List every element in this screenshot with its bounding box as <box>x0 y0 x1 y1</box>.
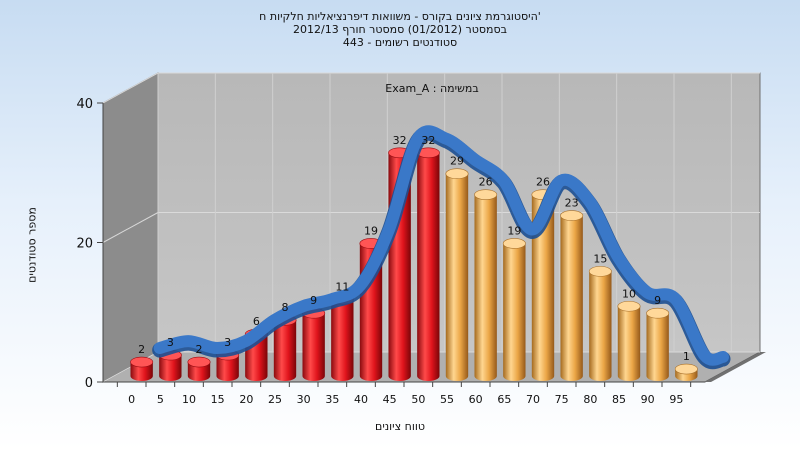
data-label: 23 <box>565 197 579 210</box>
trend-line <box>153 125 729 366</box>
y-tick-label: 20 <box>76 237 93 252</box>
bar-cap <box>674 363 698 375</box>
bar-cap <box>646 307 670 319</box>
x-tick-label: 15 <box>211 393 225 406</box>
bar-cap <box>588 266 612 277</box>
chart-trend-curve <box>152 125 731 370</box>
bar <box>588 266 612 382</box>
x-tick-label: 65 <box>497 393 511 406</box>
data-label: 1 <box>683 350 690 363</box>
x-tick-label: 70 <box>526 393 540 406</box>
bar <box>474 189 498 381</box>
bar-body <box>560 215 583 381</box>
x-tick-label: 45 <box>383 393 397 406</box>
data-label: 10 <box>622 287 636 300</box>
bar-body <box>216 355 239 382</box>
x-tick-label: 5 <box>157 393 164 406</box>
bar-cap <box>474 189 498 200</box>
bar <box>445 168 469 382</box>
chart-title-block: היסטוגרמת ציונים בקורס - משוואות דיפרנצי… <box>0 10 800 49</box>
grid-line-side <box>102 212 159 243</box>
y-tick-label: 40 <box>76 97 93 112</box>
chart-inner-title: Exam_A : במשימה <box>385 82 479 95</box>
x-tick-label: 85 <box>612 393 626 406</box>
data-label: 26 <box>536 176 550 189</box>
bar <box>674 363 698 382</box>
bar <box>302 307 326 381</box>
bar-cap <box>502 238 526 249</box>
data-label: 8 <box>282 301 289 314</box>
data-label: 11 <box>335 280 349 293</box>
bar-cap <box>445 168 469 180</box>
data-label: 19 <box>507 224 521 237</box>
x-axis-label: טווח ציונים <box>375 420 425 433</box>
data-label: 32 <box>421 134 435 147</box>
x-tick-label: 0 <box>128 393 135 406</box>
grid-line-side <box>102 72 159 104</box>
data-label: 3 <box>224 336 231 349</box>
bar-body <box>474 194 497 381</box>
bar-cap <box>187 356 211 368</box>
x-tick-label: 90 <box>641 393 655 406</box>
bar <box>416 147 440 381</box>
data-label: 2 <box>196 343 203 356</box>
data-label: 3 <box>167 336 174 349</box>
bar <box>646 307 670 382</box>
x-tick-label: 20 <box>239 393 253 406</box>
bar-body <box>417 152 440 381</box>
bar-body <box>445 173 469 382</box>
bar-cap <box>560 210 584 221</box>
chart-title-line-3: 443 - סטודנטים רשומים <box>342 36 458 49</box>
bar-body <box>331 299 354 381</box>
data-label: 9 <box>654 294 661 307</box>
bar-body <box>646 313 669 382</box>
x-tick-label: 95 <box>669 393 683 406</box>
data-label: 19 <box>364 224 378 237</box>
bar-body <box>531 194 555 382</box>
chart-title-line-1: היסטוגרמת ציונים בקורס - משוואות דיפרנצי… <box>259 10 541 23</box>
x-tick-label: 60 <box>469 393 483 406</box>
bar <box>187 356 211 381</box>
bar <box>617 300 641 381</box>
floor-edge <box>705 352 766 382</box>
bar <box>502 238 526 381</box>
data-label: 15 <box>593 252 607 265</box>
chart-axes: 0 20 40 0 5 10 15 20 25 30 35 40 45 50 55 60 65 70 75 80 85 9… <box>76 97 705 406</box>
x-tick-label: 10 <box>182 393 196 406</box>
x-tick-label: 75 <box>555 393 569 406</box>
bar-body <box>130 362 153 382</box>
data-label: 29 <box>450 155 464 168</box>
x-tick-label: 50 <box>411 393 425 406</box>
data-label: 9 <box>310 294 317 307</box>
y-axis-label: מספר סטודנטים <box>25 207 39 283</box>
bar-body <box>589 271 612 382</box>
data-label: 2 <box>138 343 145 356</box>
bar-body <box>187 362 211 381</box>
bar <box>130 356 154 382</box>
bar-body <box>617 306 641 381</box>
y-tick-label: 0 <box>85 376 93 391</box>
bar-body <box>273 320 297 382</box>
x-tick-label: 25 <box>268 393 282 406</box>
bar <box>560 210 584 381</box>
x-tick-label: 40 <box>354 393 368 406</box>
x-tick-label: 55 <box>440 393 454 406</box>
x-tick-label: 80 <box>583 393 597 406</box>
bar-body <box>503 243 526 381</box>
data-label: 6 <box>253 315 260 328</box>
data-label: 32 <box>393 134 407 147</box>
bar-body <box>302 313 325 381</box>
chart-title-line-2: בסמסטר (01/2012) סמסטר חורף 2012/13 <box>293 23 507 36</box>
x-tick-label: 30 <box>297 393 311 406</box>
x-tick-label: 35 <box>325 393 339 406</box>
bar-body <box>159 355 182 381</box>
bar-cap <box>617 300 641 312</box>
bar-cap <box>130 356 154 368</box>
data-label: 26 <box>479 176 493 189</box>
